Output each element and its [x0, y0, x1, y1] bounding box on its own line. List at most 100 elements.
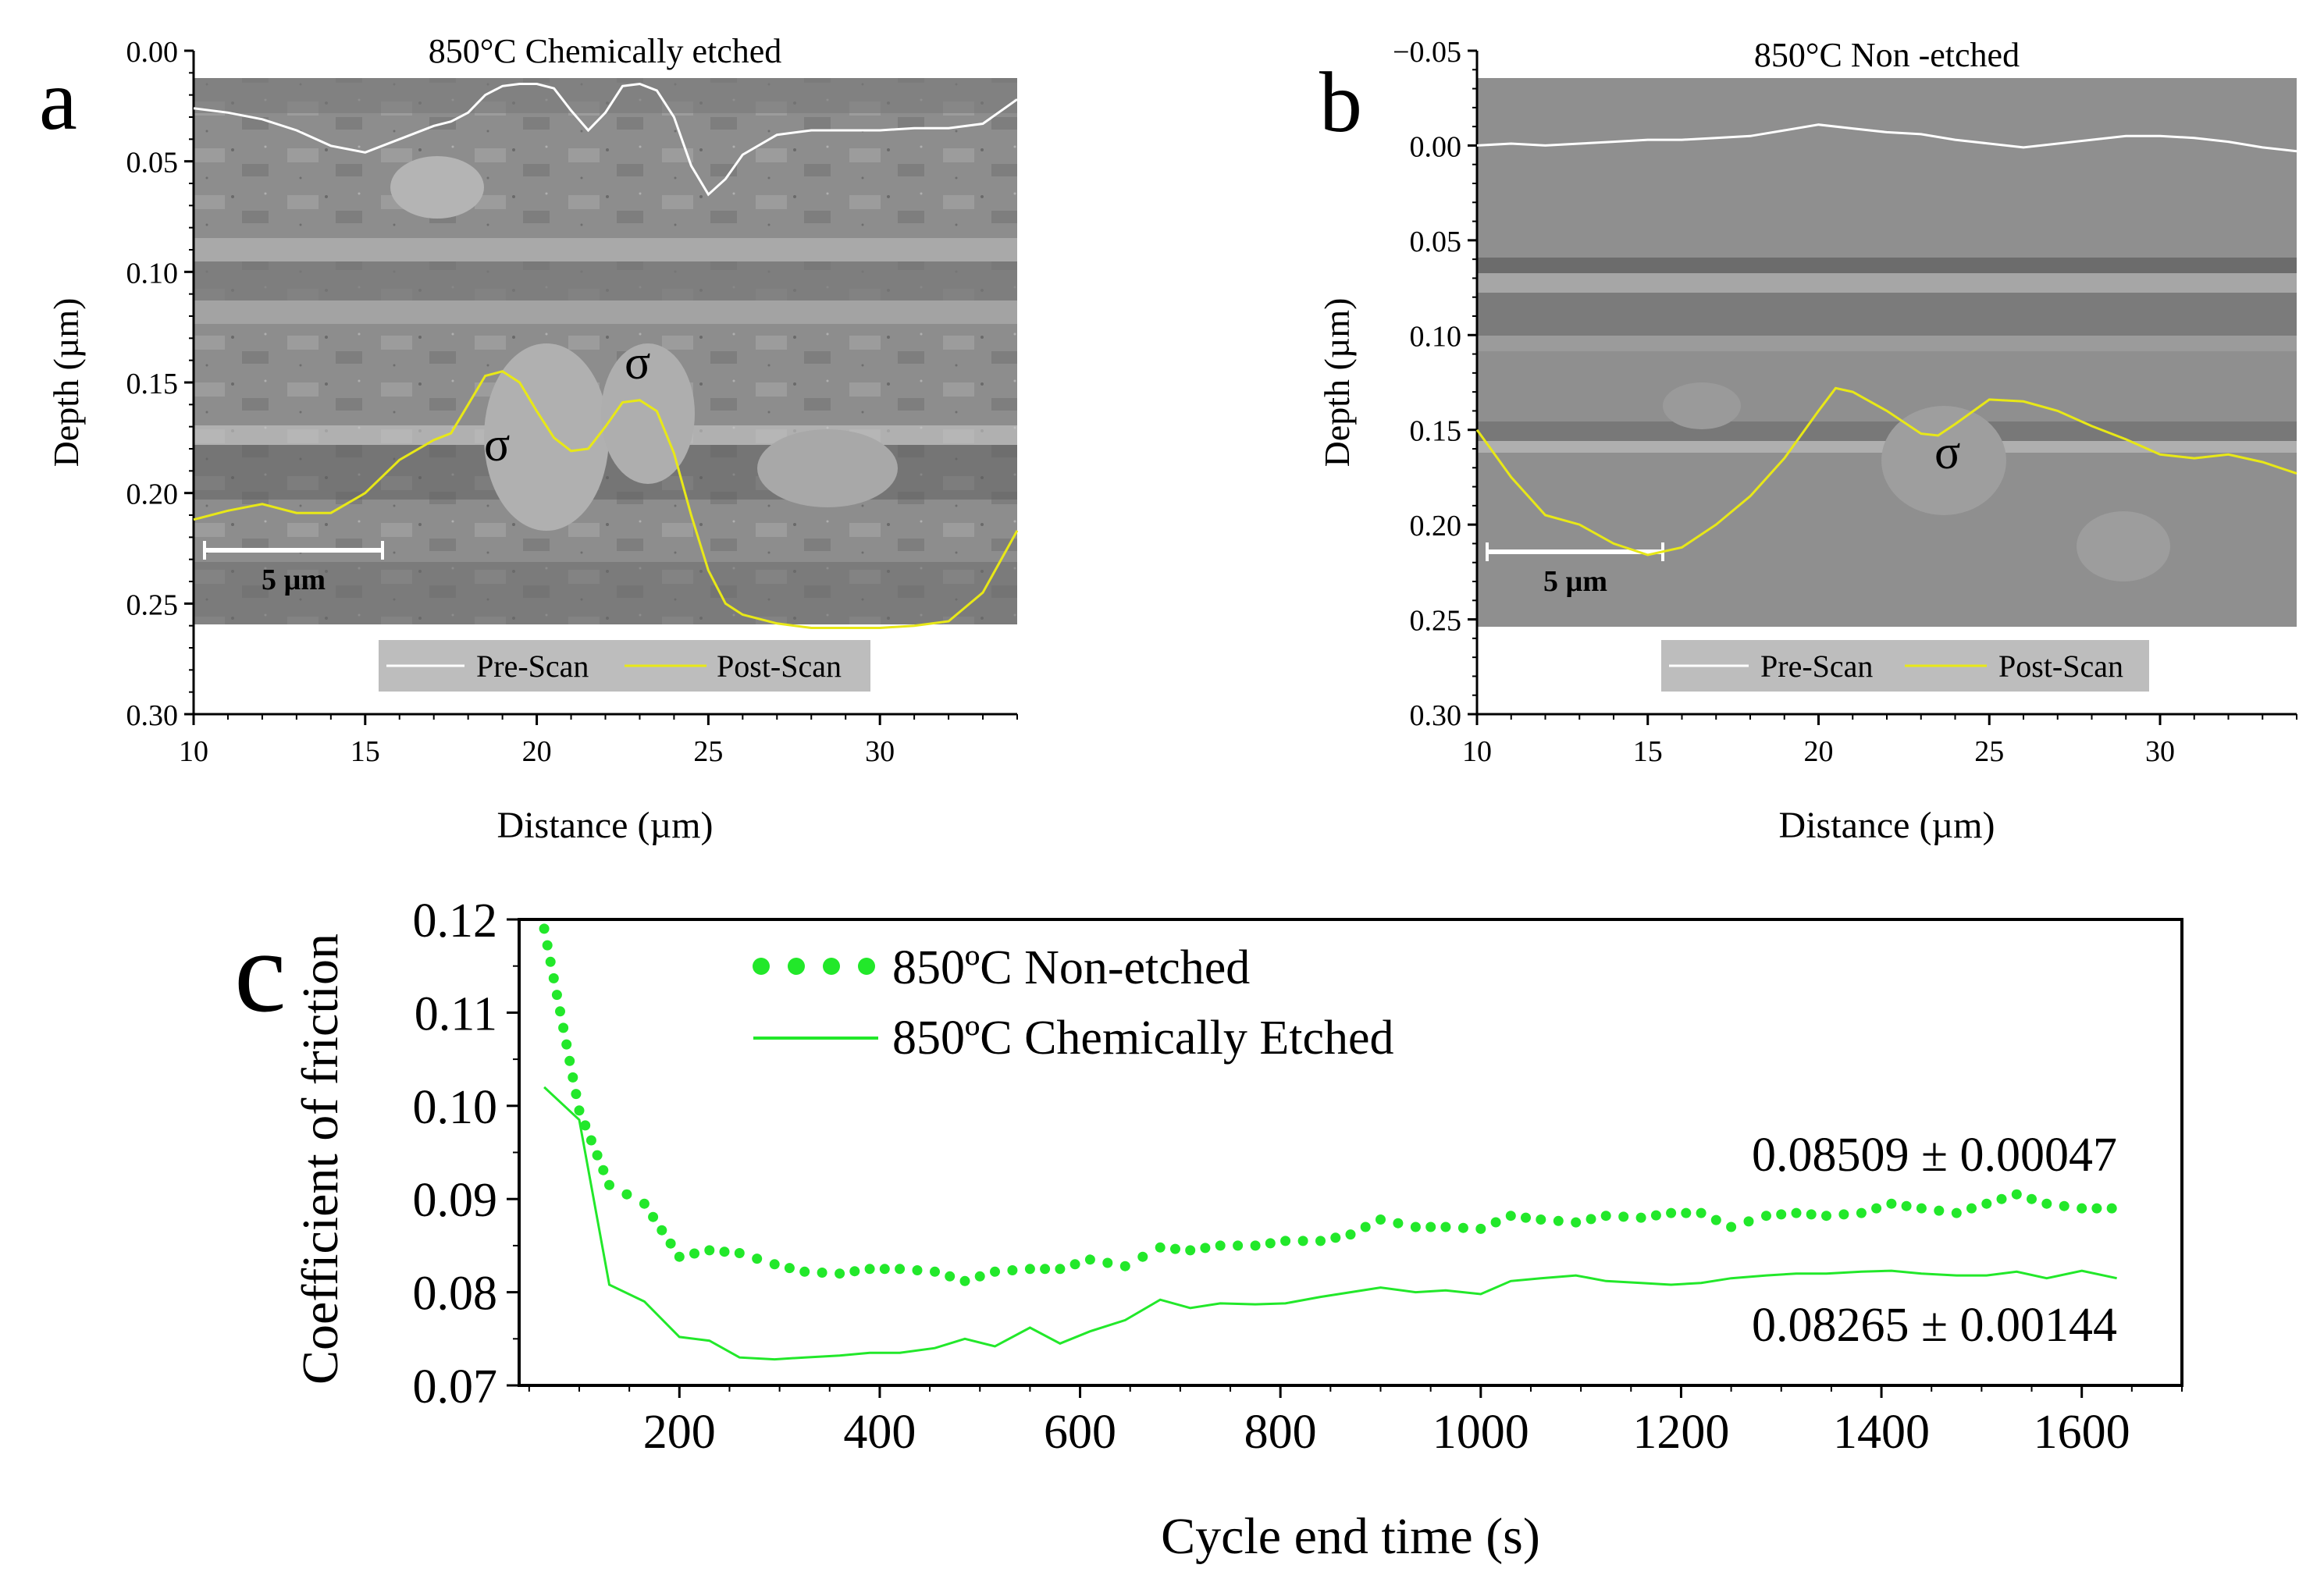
non-etched-point: [2077, 1203, 2087, 1214]
non-etched-point: [1650, 1210, 1661, 1221]
non-etched-point: [674, 1251, 685, 1262]
non-etched-point: [1440, 1222, 1451, 1232]
legend-c-etched: 850ºC Chemically Etched: [892, 1012, 1394, 1065]
scale-bar-a-label: 5 µm: [262, 564, 326, 596]
non-etched-point: [1315, 1236, 1326, 1246]
non-etched-point: [598, 1165, 609, 1175]
panel-b-x-label: Distance (µm): [1779, 805, 1995, 846]
legend-a-pre-scan: Pre-Scan: [476, 649, 589, 684]
non-etched-point: [912, 1265, 923, 1275]
non-etched-point: [1871, 1203, 1882, 1214]
non-etched-point: [665, 1238, 676, 1249]
panel-b-x-ticks: 10 15 20 25 30: [1462, 714, 2297, 768]
non-etched-point: [542, 940, 553, 951]
non-etched-point: [1024, 1264, 1035, 1275]
non-etched-point: [2027, 1193, 2037, 1204]
non-etched-point: [895, 1264, 906, 1275]
a-ytick-label: 0.10: [126, 257, 179, 290]
c-xtick-label: 1000: [1432, 1406, 1529, 1459]
non-etched-point: [657, 1225, 667, 1236]
c-xtick-label: 600: [1044, 1406, 1116, 1459]
post-scan-line-a: [193, 370, 1019, 629]
non-etched-point: [1618, 1211, 1629, 1222]
non-etched-point: [849, 1266, 860, 1277]
a-ytick-label: 0.00: [126, 36, 179, 69]
legend-c-non-etched: 850ºC Non-etched: [892, 941, 1250, 994]
non-etched-point: [1170, 1243, 1180, 1254]
non-etched-point: [585, 1135, 596, 1146]
b-ytick-label: 0.05: [1410, 226, 1462, 258]
non-etched-point: [1007, 1265, 1018, 1275]
non-etched-point: [604, 1179, 614, 1190]
non-etched-point: [817, 1268, 827, 1278]
panel-letter-c: c: [234, 907, 286, 1037]
c-xtick-label: 400: [843, 1406, 916, 1459]
c-xtick-label: 1400: [1833, 1406, 1930, 1459]
c-xtick-label: 1600: [2034, 1406, 2130, 1459]
non-etched-point: [930, 1266, 940, 1277]
non-etched-point: [1886, 1198, 1897, 1209]
non-etched-point: [580, 1120, 591, 1131]
non-etched-point: [1821, 1211, 1831, 1222]
non-etched-point: [1475, 1223, 1486, 1234]
legend-c: 850ºC Non-etched 850ºC Chemically Etched: [753, 941, 1394, 1065]
panel-c: c 0.07 0.08 0.09 0.10 0.11 0.12 200 400 600 800 1…: [234, 894, 2183, 1565]
non-etched-point: [1084, 1254, 1095, 1265]
non-etched-point: [1119, 1261, 1130, 1271]
b-xtick-label: 20: [1804, 735, 1834, 768]
pre-scan-line-b: [1476, 123, 2297, 153]
non-etched-point: [568, 1072, 578, 1083]
c-xtick-label: 200: [643, 1406, 716, 1459]
non-etched-point: [1996, 1193, 2007, 1204]
non-etched-point: [558, 1022, 569, 1033]
non-etched-point: [2106, 1203, 2117, 1214]
panel-a: a 850°C Chemically etched 0.000.050.100.…: [39, 32, 1019, 846]
non-etched-point: [1376, 1214, 1386, 1225]
non-etched-point: [545, 956, 556, 967]
non-etched-point: [879, 1264, 890, 1275]
b-xtick-label: 15: [1633, 735, 1663, 768]
legend-a-post-scan: Post-Scan: [717, 649, 842, 684]
non-etched-point: [990, 1266, 1000, 1277]
non-etched-point: [945, 1271, 956, 1282]
non-etched-point: [1280, 1236, 1291, 1246]
c-ytick-label: 0.12: [413, 894, 498, 948]
non-etched-point: [1901, 1200, 1912, 1211]
panel-a-title: 850°C Chemically etched: [429, 32, 782, 70]
c-ytick-label: 0.09: [413, 1174, 498, 1227]
non-etched-point: [574, 1105, 585, 1116]
annotation-non-etched: 0.08509 ± 0.00047: [1752, 1129, 2117, 1182]
non-etched-point: [1666, 1207, 1677, 1218]
non-etched-point: [539, 923, 550, 934]
non-etched-point: [1069, 1259, 1080, 1270]
non-etched-point: [1916, 1203, 1927, 1214]
panel-a-x-label: Distance (µm): [497, 805, 714, 846]
panel-b-title: 850°C Non -etched: [1754, 36, 2020, 74]
legend-b-pre-scan: Pre-Scan: [1760, 649, 1873, 684]
series-chemically-etched: [543, 1086, 2117, 1361]
b-xtick-label: 30: [2145, 735, 2175, 768]
non-etched-point: [1536, 1214, 1546, 1225]
non-etched-point: [1410, 1222, 1421, 1232]
non-etched-point: [2011, 1189, 2022, 1200]
non-etched-point: [621, 1189, 632, 1200]
non-etched-point: [1233, 1240, 1244, 1251]
panel-b: b 850°C Non -etched −0.05 0.00 0.05 0.10 0.1…: [1317, 36, 2297, 846]
non-etched-point: [784, 1263, 795, 1274]
panel-b-y-ticks: −0.05 0.00 0.05 0.10 0.15 0.20 0.25 0.30: [1393, 36, 1477, 732]
non-etched-point: [1856, 1207, 1867, 1218]
non-etched-point: [1102, 1257, 1113, 1268]
non-etched-point: [1966, 1203, 1977, 1214]
non-etched-point: [555, 1006, 565, 1017]
sem-image-a: [194, 78, 1017, 624]
a-xtick-label: 25: [693, 735, 723, 768]
panel-c-y-ticks: 0.07 0.08 0.09 0.10 0.11 0.12: [413, 894, 519, 1414]
non-etched-point: [2059, 1200, 2070, 1211]
panel-letter-a: a: [39, 52, 77, 148]
panel-c-x-ticks: 200 400 600 800 1000 1200 1400 1600: [528, 1385, 2183, 1459]
non-etched-point: [1137, 1251, 1148, 1262]
non-etched-point: [704, 1245, 715, 1256]
non-etched-point: [1571, 1217, 1582, 1228]
non-etched-point: [689, 1248, 699, 1259]
non-etched-point: [592, 1150, 603, 1161]
